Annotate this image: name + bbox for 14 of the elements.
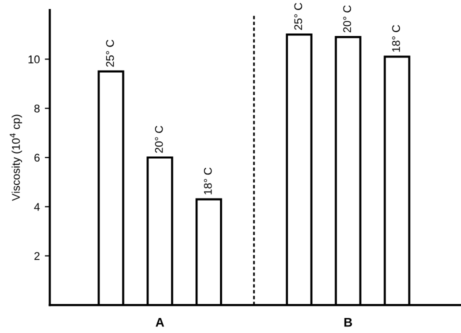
text: 25° C: [106, 40, 114, 67]
y-axis-title: Viscosity (10$^{4}$ cp): [10, 114, 22, 201]
y-tick-label: 8: [34, 104, 40, 112]
text: 20° C: [343, 5, 352, 32]
y-tick-label: 2: [34, 252, 40, 260]
text: 20° C: [155, 126, 163, 153]
text: 18° C: [392, 25, 400, 52]
x-tick-label: A: [156, 318, 164, 327]
x-tick-label: B: [344, 318, 352, 327]
text: 18° C: [204, 168, 212, 194]
y-tick-label: 4: [34, 203, 40, 211]
y-tick-label: 6: [34, 154, 40, 162]
text: 25° C: [294, 2, 302, 30]
y-tick-label: 10: [28, 55, 40, 64]
